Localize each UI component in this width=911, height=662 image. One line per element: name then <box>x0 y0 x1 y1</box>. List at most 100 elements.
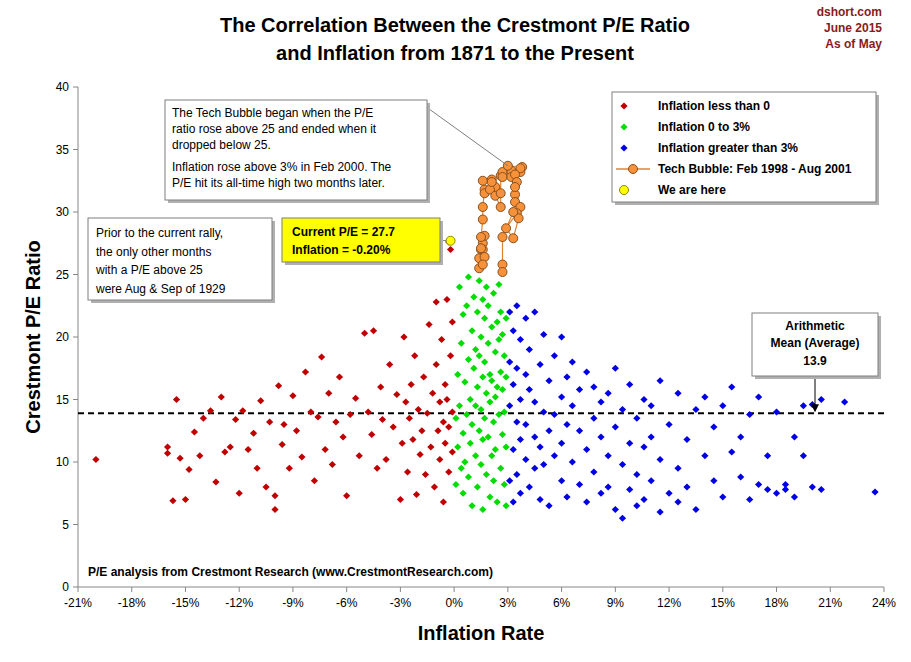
point <box>501 408 508 415</box>
point <box>597 433 604 440</box>
point <box>492 348 499 355</box>
point <box>583 446 590 453</box>
point <box>605 483 612 490</box>
point <box>510 381 517 388</box>
point <box>485 340 492 347</box>
point <box>513 365 520 372</box>
point <box>443 296 450 303</box>
point <box>262 483 269 490</box>
plot-area <box>78 161 884 522</box>
point <box>490 418 497 425</box>
point <box>483 283 490 290</box>
point <box>522 371 529 378</box>
x-tick-label: -3% <box>390 596 412 610</box>
point <box>245 446 252 453</box>
point <box>478 176 487 185</box>
point <box>818 486 825 493</box>
y-tick-label: 10 <box>56 455 70 469</box>
x-tick-label: 9% <box>607 596 625 610</box>
legend-marker <box>620 186 629 195</box>
point <box>254 465 261 472</box>
point <box>459 430 466 437</box>
point <box>728 448 735 455</box>
point <box>402 398 409 405</box>
point <box>409 436 416 443</box>
x-tick-label: -21% <box>64 596 92 610</box>
point <box>619 406 626 413</box>
point <box>212 478 219 485</box>
point <box>478 203 487 212</box>
point <box>465 273 472 280</box>
point <box>449 408 456 415</box>
x-tick <box>131 587 132 592</box>
point <box>434 427 441 434</box>
x-tick-label: 6% <box>553 596 571 610</box>
point <box>665 490 672 497</box>
point <box>386 361 393 368</box>
point <box>496 189 505 198</box>
point <box>545 427 552 434</box>
legend-label: We are here <box>658 183 726 197</box>
point <box>425 321 432 328</box>
point <box>298 453 305 460</box>
point <box>422 471 429 478</box>
point <box>481 358 488 365</box>
point <box>347 411 354 418</box>
y-tick <box>73 337 78 338</box>
point <box>569 358 576 365</box>
y-axis-label: Crestmont P/E Ratio <box>22 240 44 433</box>
point <box>871 488 878 495</box>
point <box>477 461 484 468</box>
point <box>458 465 465 472</box>
point <box>443 396 450 403</box>
x-tick-label: -12% <box>225 596 253 610</box>
point <box>841 398 848 405</box>
point <box>289 392 296 399</box>
y-tick <box>73 87 78 88</box>
point <box>537 496 544 503</box>
point <box>517 336 524 343</box>
point <box>522 421 529 428</box>
point <box>239 407 246 414</box>
point <box>227 443 234 450</box>
point <box>271 492 278 499</box>
chart: The Correlation Between the Crestmont P/… <box>0 0 911 662</box>
point <box>531 465 538 472</box>
point <box>232 416 239 423</box>
point <box>286 465 293 472</box>
point <box>452 415 459 422</box>
point <box>200 415 207 422</box>
point <box>488 377 495 384</box>
x-tick-label: -6% <box>336 596 358 610</box>
mean-arrowhead <box>811 404 819 412</box>
legend-marker <box>629 165 638 174</box>
x-tick <box>239 587 240 592</box>
point <box>531 433 538 440</box>
point <box>382 456 389 463</box>
point <box>454 443 461 450</box>
point <box>365 408 372 415</box>
point <box>502 315 509 322</box>
y-tick <box>73 149 78 150</box>
point <box>477 233 486 242</box>
point <box>583 368 590 375</box>
point <box>605 452 612 459</box>
point <box>502 373 509 380</box>
point <box>92 456 99 463</box>
point <box>487 178 496 187</box>
point <box>374 465 381 472</box>
point <box>400 333 407 340</box>
point <box>501 352 508 359</box>
point <box>526 386 533 393</box>
point <box>683 436 690 443</box>
point <box>481 315 488 322</box>
x-tick-label: -9% <box>282 596 304 610</box>
point <box>495 281 502 288</box>
point <box>513 471 520 478</box>
point <box>420 373 427 380</box>
point <box>576 386 583 393</box>
point <box>633 502 640 509</box>
point <box>424 410 431 417</box>
point <box>476 427 483 434</box>
point <box>513 302 520 309</box>
